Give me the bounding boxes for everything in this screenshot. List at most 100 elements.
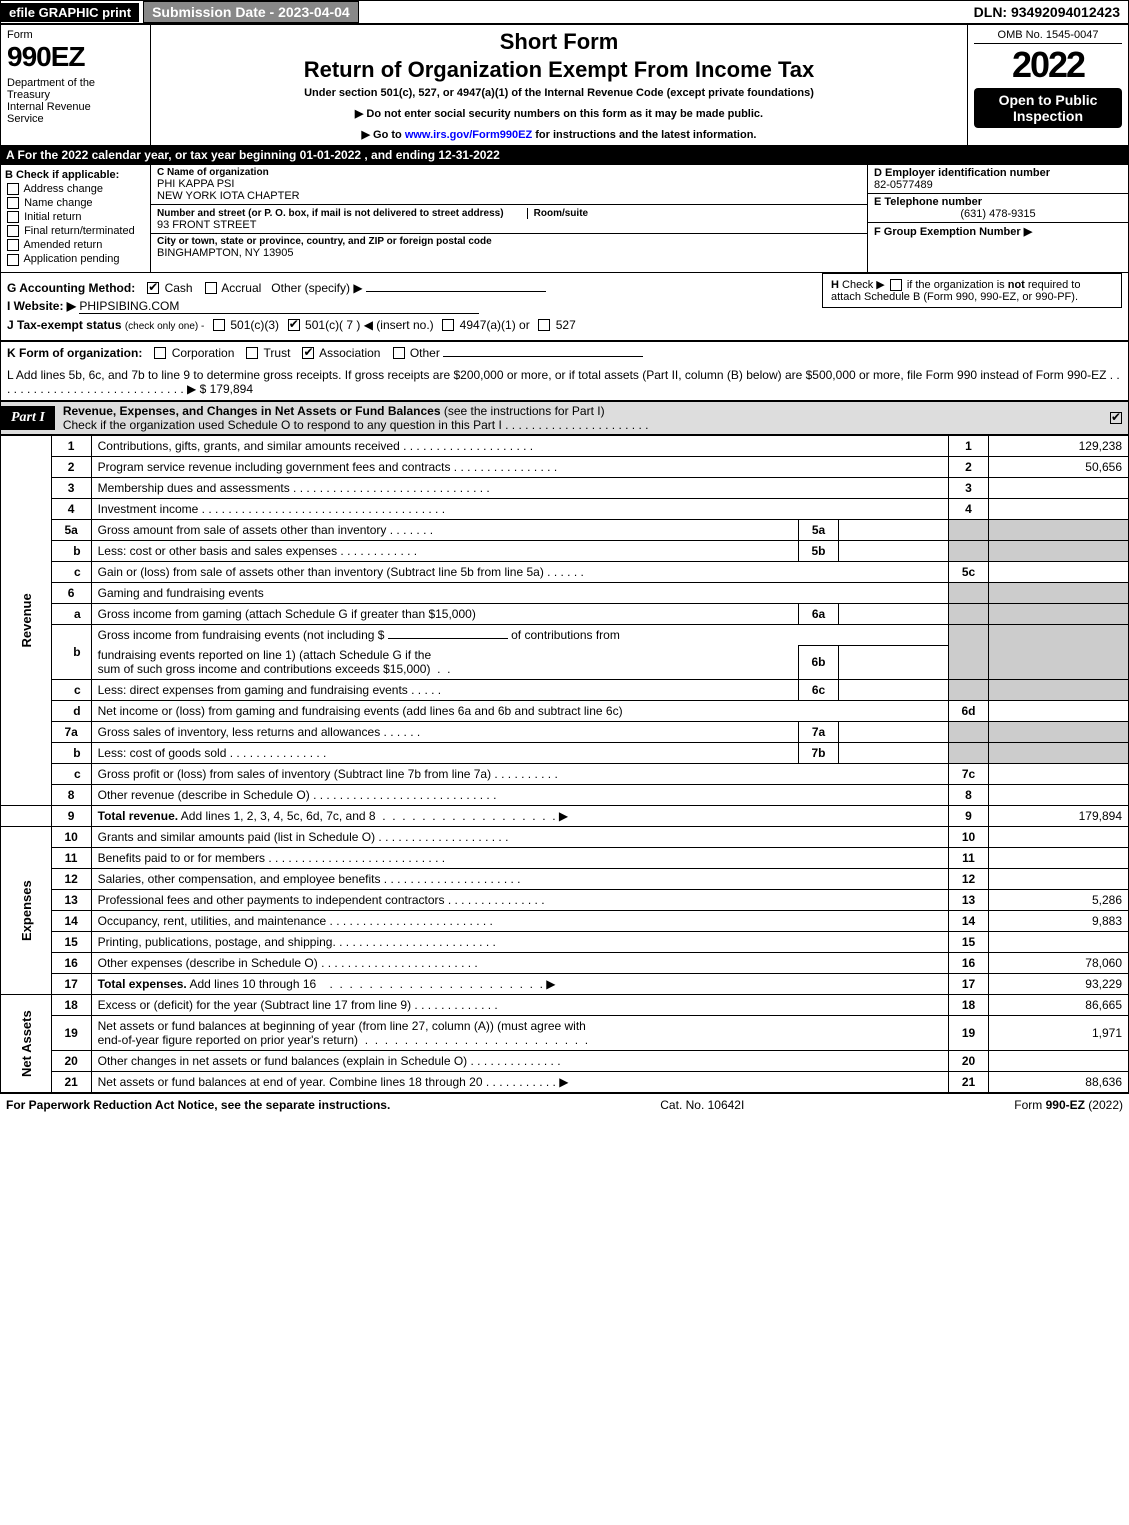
line-5a-desc: Gross amount from sale of assets other t…: [91, 519, 798, 540]
line-20-amount: [989, 1051, 1129, 1072]
section-h-box: H Check ▶ if the organization is not req…: [822, 273, 1122, 308]
short-form-title: Short Form: [161, 29, 957, 55]
line-13-desc: Professional fees and other payments to …: [91, 890, 948, 911]
main-title: Return of Organization Exempt From Incom…: [161, 57, 957, 83]
sub-title: Under section 501(c), 527, or 4947(a)(1)…: [161, 87, 957, 99]
line-7b-desc: Less: cost of goods sold . . . . . . . .…: [91, 743, 798, 764]
form-number: 990EZ: [7, 41, 144, 73]
net-assets-label: Net Assets: [1, 995, 52, 1093]
street-label: Number and street (or P. O. box, if mail…: [157, 208, 504, 219]
gross-receipts-value: 179,894: [210, 382, 253, 396]
org-name-2: NEW YORK IOTA CHAPTER: [157, 190, 861, 202]
part-1-title: Revenue, Expenses, and Changes in Net As…: [55, 402, 657, 434]
line-6b-desc2: fundraising events reported on line 1) (…: [91, 645, 798, 680]
line-7c-desc: Gross profit or (loss) from sales of inv…: [91, 764, 948, 785]
line-1-desc: Contributions, gifts, grants, and simila…: [91, 435, 948, 456]
line-9-amount: 179,894: [989, 806, 1129, 827]
section-a-tax-year: A For the 2022 calendar year, or tax yea…: [0, 146, 1129, 164]
line-6a-desc: Gross income from gaming (attach Schedul…: [91, 603, 798, 624]
checkbox-initial-return[interactable]: [7, 211, 19, 223]
line-16-desc: Other expenses (describe in Schedule O) …: [91, 953, 948, 974]
line-14-desc: Occupancy, rent, utilities, and maintena…: [91, 911, 948, 932]
expenses-label: Expenses: [1, 827, 52, 995]
line-5b-desc: Less: cost or other basis and sales expe…: [91, 540, 798, 561]
part-1-label: Part I: [1, 406, 55, 430]
dln: DLN: 93492094012423: [966, 2, 1128, 22]
header-left: Form 990EZ Department of theTreasuryInte…: [1, 25, 151, 145]
checkbox-name-change[interactable]: [7, 197, 19, 209]
section-b-checkboxes: B Check if applicable: Address change Na…: [1, 165, 151, 272]
line-14-amount: 9,883: [989, 911, 1129, 932]
checkbox-accrual[interactable]: [205, 282, 217, 294]
checkbox-schedule-b-not-required[interactable]: [890, 279, 902, 291]
checkbox-501c[interactable]: [288, 319, 300, 331]
line-16-amount: 78,060: [989, 953, 1129, 974]
line-6-desc: Gaming and fundraising events: [91, 582, 948, 603]
line-15-desc: Printing, publications, postage, and shi…: [91, 932, 948, 953]
checkbox-cash[interactable]: [147, 282, 159, 294]
efile-graphic-print: efile GRAPHIC print: [1, 3, 139, 22]
submission-date: Submission Date - 2023-04-04: [143, 1, 359, 23]
other-org-input[interactable]: [443, 356, 643, 357]
line-19-amount: 1,971: [989, 1016, 1129, 1051]
line-13-amount: 5,286: [989, 890, 1129, 911]
line-7a-desc: Gross sales of inventory, less returns a…: [91, 722, 798, 743]
ein-value: 82-0577489: [874, 179, 1122, 191]
group-exemption-label: F Group Exemption Number ▶: [874, 226, 1032, 238]
checkbox-trust[interactable]: [246, 347, 258, 359]
line-6b-contrib-input[interactable]: [388, 638, 508, 639]
line-7b-val: [839, 743, 949, 764]
line-5c-desc: Gain or (loss) from sale of assets other…: [91, 561, 948, 582]
line-18-desc: Excess or (deficit) for the year (Subtra…: [91, 995, 948, 1016]
line-3-amount: [989, 477, 1129, 498]
footer-paperwork: For Paperwork Reduction Act Notice, see …: [6, 1098, 390, 1112]
line-20-desc: Other changes in net assets or fund bala…: [91, 1051, 948, 1072]
checkbox-other-org[interactable]: [393, 347, 405, 359]
line-11-desc: Benefits paid to or for members . . . . …: [91, 848, 948, 869]
line-6a-val: [839, 603, 949, 624]
revenue-label: Revenue: [1, 435, 52, 806]
checkbox-amended-return[interactable]: [7, 239, 19, 251]
line-6b-desc1: Gross income from fundraising events (no…: [91, 624, 948, 645]
checkbox-4947a1[interactable]: [442, 319, 454, 331]
line-6b-val: [839, 645, 949, 680]
block-bcdef: B Check if applicable: Address change Na…: [0, 164, 1129, 273]
checkbox-address-change[interactable]: [7, 183, 19, 195]
form-header: Form 990EZ Department of theTreasuryInte…: [0, 24, 1129, 146]
line-7c-amount: [989, 764, 1129, 785]
tax-year: 2022: [974, 44, 1122, 86]
form-label: Form: [7, 29, 144, 41]
checkbox-schedule-o-used[interactable]: [1110, 412, 1122, 424]
checkbox-corporation[interactable]: [154, 347, 166, 359]
line-10-amount: [989, 827, 1129, 848]
checkbox-association[interactable]: [302, 347, 314, 359]
section-ghij: H Check ▶ if the organization is not req…: [0, 273, 1129, 341]
room-suite-label: Room/suite: [527, 208, 588, 219]
checkbox-527[interactable]: [538, 319, 550, 331]
ein-label: D Employer identification number: [874, 167, 1122, 179]
checkbox-final-return[interactable]: [7, 225, 19, 237]
line-4-desc: Investment income . . . . . . . . . . . …: [91, 498, 948, 519]
other-method-input[interactable]: [366, 291, 546, 292]
line-2-desc: Program service revenue including govern…: [91, 456, 948, 477]
line-7a-val: [839, 722, 949, 743]
line-12-amount: [989, 869, 1129, 890]
line-21-amount: 88,636: [989, 1072, 1129, 1093]
line-6d-amount: [989, 701, 1129, 722]
line-10-desc: Grants and similar amounts paid (list in…: [91, 827, 948, 848]
section-b-label: B Check if applicable:: [5, 169, 146, 181]
irs-link[interactable]: www.irs.gov/Form990EZ: [405, 129, 532, 141]
line-2-amount: 50,656: [989, 456, 1129, 477]
checkbox-application-pending[interactable]: [7, 254, 19, 266]
line-9-desc: Total revenue. Add lines 1, 2, 3, 4, 5c,…: [91, 806, 948, 827]
footer-cat-no: Cat. No. 10642I: [660, 1098, 744, 1112]
website-value: PHIPSIBING.COM: [79, 299, 479, 314]
line-3-desc: Membership dues and assessments . . . . …: [91, 477, 948, 498]
line-6d-desc: Net income or (loss) from gaming and fun…: [91, 701, 948, 722]
page-footer: For Paperwork Reduction Act Notice, see …: [0, 1093, 1129, 1116]
line-8-amount: [989, 785, 1129, 806]
line-12-desc: Salaries, other compensation, and employ…: [91, 869, 948, 890]
checkbox-501c3[interactable]: [213, 319, 225, 331]
city-value: BINGHAMPTON, NY 13905: [157, 247, 861, 259]
line-17-desc: Total expenses. Add lines 10 through 16 …: [91, 974, 948, 995]
